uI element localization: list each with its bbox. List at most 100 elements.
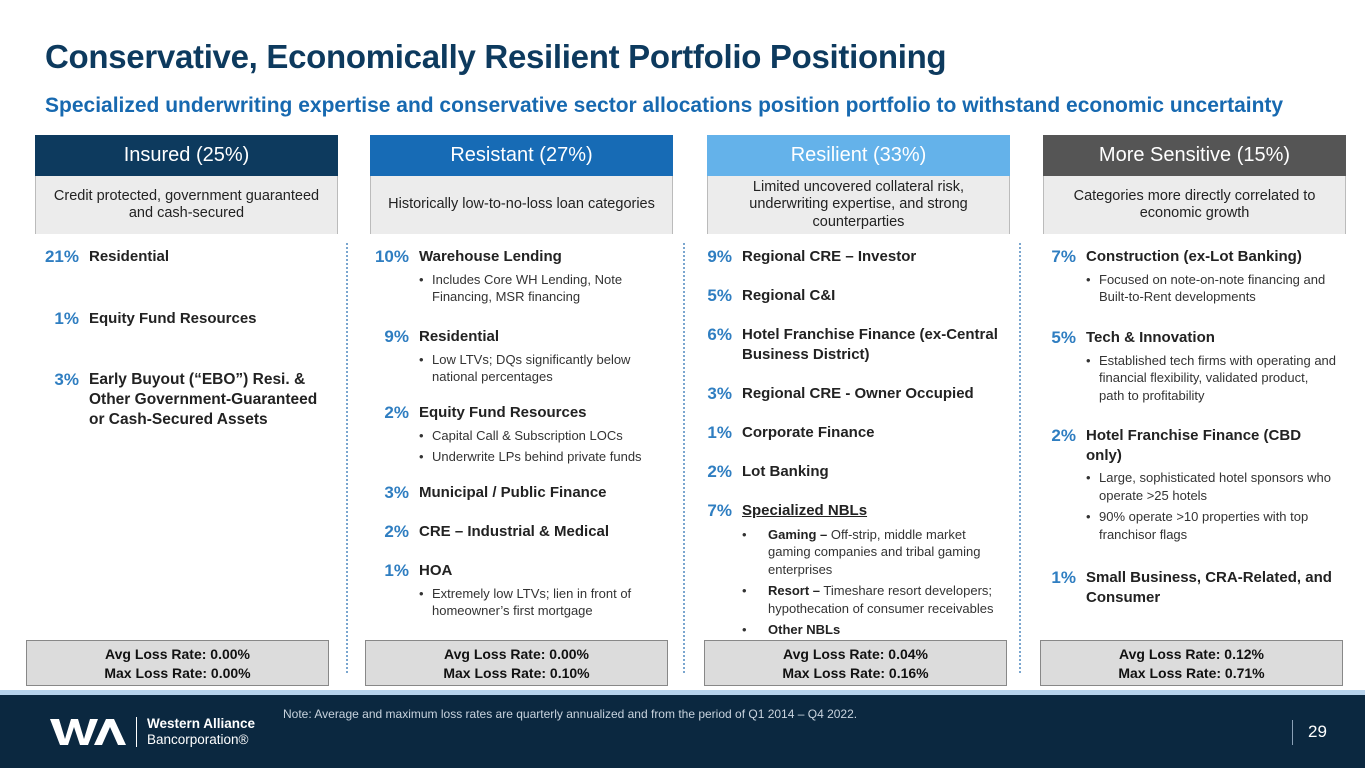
item-label: Lot Banking — [742, 463, 829, 480]
column-header: Insured (25%) — [35, 135, 338, 176]
item-label: Early Buyout (“EBO”) Resi. & Other Gover… — [89, 371, 318, 429]
column-description: Historically low-to-no-loss loan categor… — [370, 176, 673, 234]
item-percent: 3% — [54, 370, 79, 389]
list-item: 21% Residential — [35, 247, 335, 267]
item-percent: 1% — [707, 423, 732, 442]
logo-name: Western Alliance — [147, 716, 256, 731]
page-number: 29 — [1308, 722, 1327, 741]
max-loss-rate: Max Loss Rate: 0.00% — [104, 665, 251, 681]
sub-bullet-text: Off-strip, middle market gaming companie… — [768, 526, 981, 577]
loss-rate-box: Avg Loss Rate: 0.12% Max Loss Rate: 0.71… — [1040, 640, 1343, 686]
list-item: 7% Construction (ex-Lot Banking) Focused… — [1032, 247, 1337, 306]
list-item: 1% Corporate Finance — [688, 423, 1008, 443]
item-percent: 5% — [1051, 328, 1076, 347]
list-item: 6% Hotel Franchise Finance (ex-Central B… — [688, 325, 1008, 364]
column-description: Credit protected, government guaranteed … — [35, 176, 338, 234]
column-header: Resistant (27%) — [370, 135, 673, 176]
page-number-divider — [1292, 720, 1293, 745]
wa-logo-icon — [50, 719, 126, 745]
column-description: Categories more directly correlated to e… — [1043, 176, 1346, 234]
column-header: Resilient (33%) — [707, 135, 1010, 176]
footnote: Note: Average and maximum loss rates are… — [283, 707, 858, 721]
column-divider — [683, 243, 685, 673]
item-bullet: Focused on note-on-note financing and Bu… — [1086, 271, 1337, 306]
sub-bullet-title: Other NBLs — [768, 622, 841, 638]
column-divider — [1019, 243, 1021, 673]
column-more-sensitive: More Sensitive (15%) Categories more dir… — [1043, 135, 1346, 606]
item-bullet: Established tech firms with operating an… — [1086, 352, 1337, 405]
item-percent: 6% — [707, 325, 732, 344]
item-label: Hotel Franchise Finance (CBD only) — [1086, 427, 1302, 464]
item-percent: 7% — [707, 501, 732, 520]
max-loss-rate: Max Loss Rate: 0.71% — [1118, 665, 1265, 681]
column-resistant: Resistant (27%) Historically low-to-no-l… — [370, 135, 673, 618]
item-bullet: Includes Core WH Lending, Note Financing… — [419, 271, 665, 306]
list-item: 2% CRE – Industrial & Medical — [365, 522, 665, 542]
item-label: Corporate Finance — [742, 424, 875, 441]
avg-loss-rate: Avg Loss Rate: 0.00% — [105, 646, 250, 662]
list-item: 2% Hotel Franchise Finance (CBD only) La… — [1032, 426, 1337, 543]
item-percent: 2% — [384, 522, 409, 541]
logo-subname: Bancorporation® — [147, 732, 249, 747]
list-item: 9% Regional CRE – Investor — [688, 247, 1008, 267]
list-item: 3% Municipal / Public Finance — [365, 483, 665, 503]
item-percent: 1% — [1051, 568, 1076, 587]
item-label: Small Business, CRA-Related, and Consume… — [1086, 569, 1332, 606]
item-percent: 2% — [707, 462, 732, 481]
list-item: 1% Equity Fund Resources — [35, 309, 335, 329]
item-label: Equity Fund Resources — [89, 310, 257, 327]
item-label: Specialized NBLs — [742, 502, 868, 519]
avg-loss-rate: Avg Loss Rate: 0.00% — [444, 646, 589, 662]
avg-loss-rate: Avg Loss Rate: 0.12% — [1119, 646, 1264, 662]
item-percent: 3% — [384, 483, 409, 502]
item-label: Residential — [419, 328, 500, 345]
item-percent: 3% — [707, 384, 732, 403]
footer-accent-band — [0, 690, 1365, 695]
item-percent: 9% — [707, 247, 732, 266]
max-loss-rate: Max Loss Rate: 0.16% — [782, 665, 929, 681]
item-percent: 9% — [384, 327, 409, 346]
list-item: 1% Small Business, CRA-Related, and Cons… — [1032, 568, 1337, 607]
list-item: 9% Residential Low LTVs; DQs significant… — [365, 327, 665, 386]
item-percent: 21% — [44, 247, 79, 266]
list-item: 1% HOA Extremely low LTVs; lien in front… — [365, 561, 665, 620]
item-percent: 1% — [54, 309, 79, 328]
item-percent: 2% — [384, 403, 409, 422]
sub-bullet-title: Gaming – — [768, 526, 828, 542]
item-label: Regional C&I — [742, 287, 836, 304]
item-label: Equity Fund Resources — [419, 404, 587, 421]
column-divider — [346, 243, 348, 673]
item-label: CRE – Industrial & Medical — [419, 523, 610, 540]
item-label: Regional CRE - Owner Occupied — [742, 385, 974, 402]
list-item: 10% Warehouse Lending Includes Core WH L… — [365, 247, 665, 306]
item-label: Regional CRE – Investor — [742, 248, 917, 265]
list-item: 2% Equity Fund Resources Capital Call & … — [365, 403, 665, 466]
list-item: 5% Regional C&I — [688, 286, 1008, 306]
company-logo: Western Alliance Bancorporation® — [50, 715, 255, 749]
item-percent: 2% — [1051, 426, 1076, 445]
item-sub-bullet: Resort – Timeshare resort developers; hy… — [742, 582, 1008, 617]
loss-rate-box: Avg Loss Rate: 0.04% Max Loss Rate: 0.16… — [704, 640, 1007, 686]
list-item: 3% Early Buyout (“EBO”) Resi. & Other Go… — [35, 370, 335, 430]
column-header: More Sensitive (15%) — [1043, 135, 1346, 176]
item-bullet: Underwrite LPs behind private funds — [419, 448, 665, 466]
item-label: HOA — [419, 562, 453, 579]
item-sub-bullet: Other NBLs — [742, 621, 1008, 639]
column-description: Limited uncovered collateral risk, under… — [707, 176, 1010, 234]
sub-bullet-title: Resort – — [768, 583, 821, 599]
list-item: 3% Regional CRE - Owner Occupied — [688, 384, 1008, 404]
item-label: Tech & Innovation — [1086, 329, 1215, 346]
loss-rate-box: Avg Loss Rate: 0.00% Max Loss Rate: 0.00… — [26, 640, 329, 686]
item-bullet: Low LTVs; DQs significantly below nation… — [419, 351, 665, 386]
logo-divider — [136, 717, 137, 747]
loss-rate-box: Avg Loss Rate: 0.00% Max Loss Rate: 0.10… — [365, 640, 668, 686]
column-insured: Insured (25%) Credit protected, governme… — [35, 135, 338, 428]
item-percent: 1% — [384, 561, 409, 580]
max-loss-rate: Max Loss Rate: 0.10% — [443, 665, 590, 681]
item-bullet: Extremely low LTVs; lien in front of hom… — [419, 585, 665, 620]
item-label: Residential — [89, 248, 170, 265]
item-percent: 10% — [374, 247, 409, 266]
item-bullet: Capital Call & Subscription LOCs — [419, 427, 665, 445]
page-title: Conservative, Economically Resilient Por… — [45, 38, 947, 75]
item-label: Municipal / Public Finance — [419, 484, 607, 501]
